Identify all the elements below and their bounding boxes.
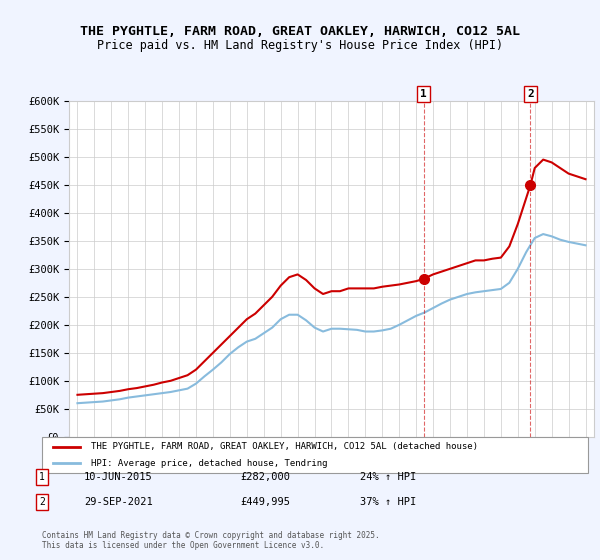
Text: Contains HM Land Registry data © Crown copyright and database right 2025.
This d: Contains HM Land Registry data © Crown c… <box>42 530 380 550</box>
Text: 2: 2 <box>39 497 45 507</box>
Text: 10-JUN-2015: 10-JUN-2015 <box>84 472 153 482</box>
Text: 1: 1 <box>420 89 427 99</box>
Text: £449,995: £449,995 <box>240 497 290 507</box>
Text: THE PYGHTLE, FARM ROAD, GREAT OAKLEY, HARWICH, CO12 5AL: THE PYGHTLE, FARM ROAD, GREAT OAKLEY, HA… <box>80 25 520 38</box>
Text: THE PYGHTLE, FARM ROAD, GREAT OAKLEY, HARWICH, CO12 5AL (detached house): THE PYGHTLE, FARM ROAD, GREAT OAKLEY, HA… <box>91 442 478 451</box>
Text: 24% ↑ HPI: 24% ↑ HPI <box>360 472 416 482</box>
Text: 2: 2 <box>527 89 534 99</box>
FancyBboxPatch shape <box>42 437 588 473</box>
Text: 29-SEP-2021: 29-SEP-2021 <box>84 497 153 507</box>
Text: Price paid vs. HM Land Registry's House Price Index (HPI): Price paid vs. HM Land Registry's House … <box>97 39 503 52</box>
Text: 1: 1 <box>39 472 45 482</box>
Text: £282,000: £282,000 <box>240 472 290 482</box>
Text: 37% ↑ HPI: 37% ↑ HPI <box>360 497 416 507</box>
Text: HPI: Average price, detached house, Tendring: HPI: Average price, detached house, Tend… <box>91 459 328 468</box>
